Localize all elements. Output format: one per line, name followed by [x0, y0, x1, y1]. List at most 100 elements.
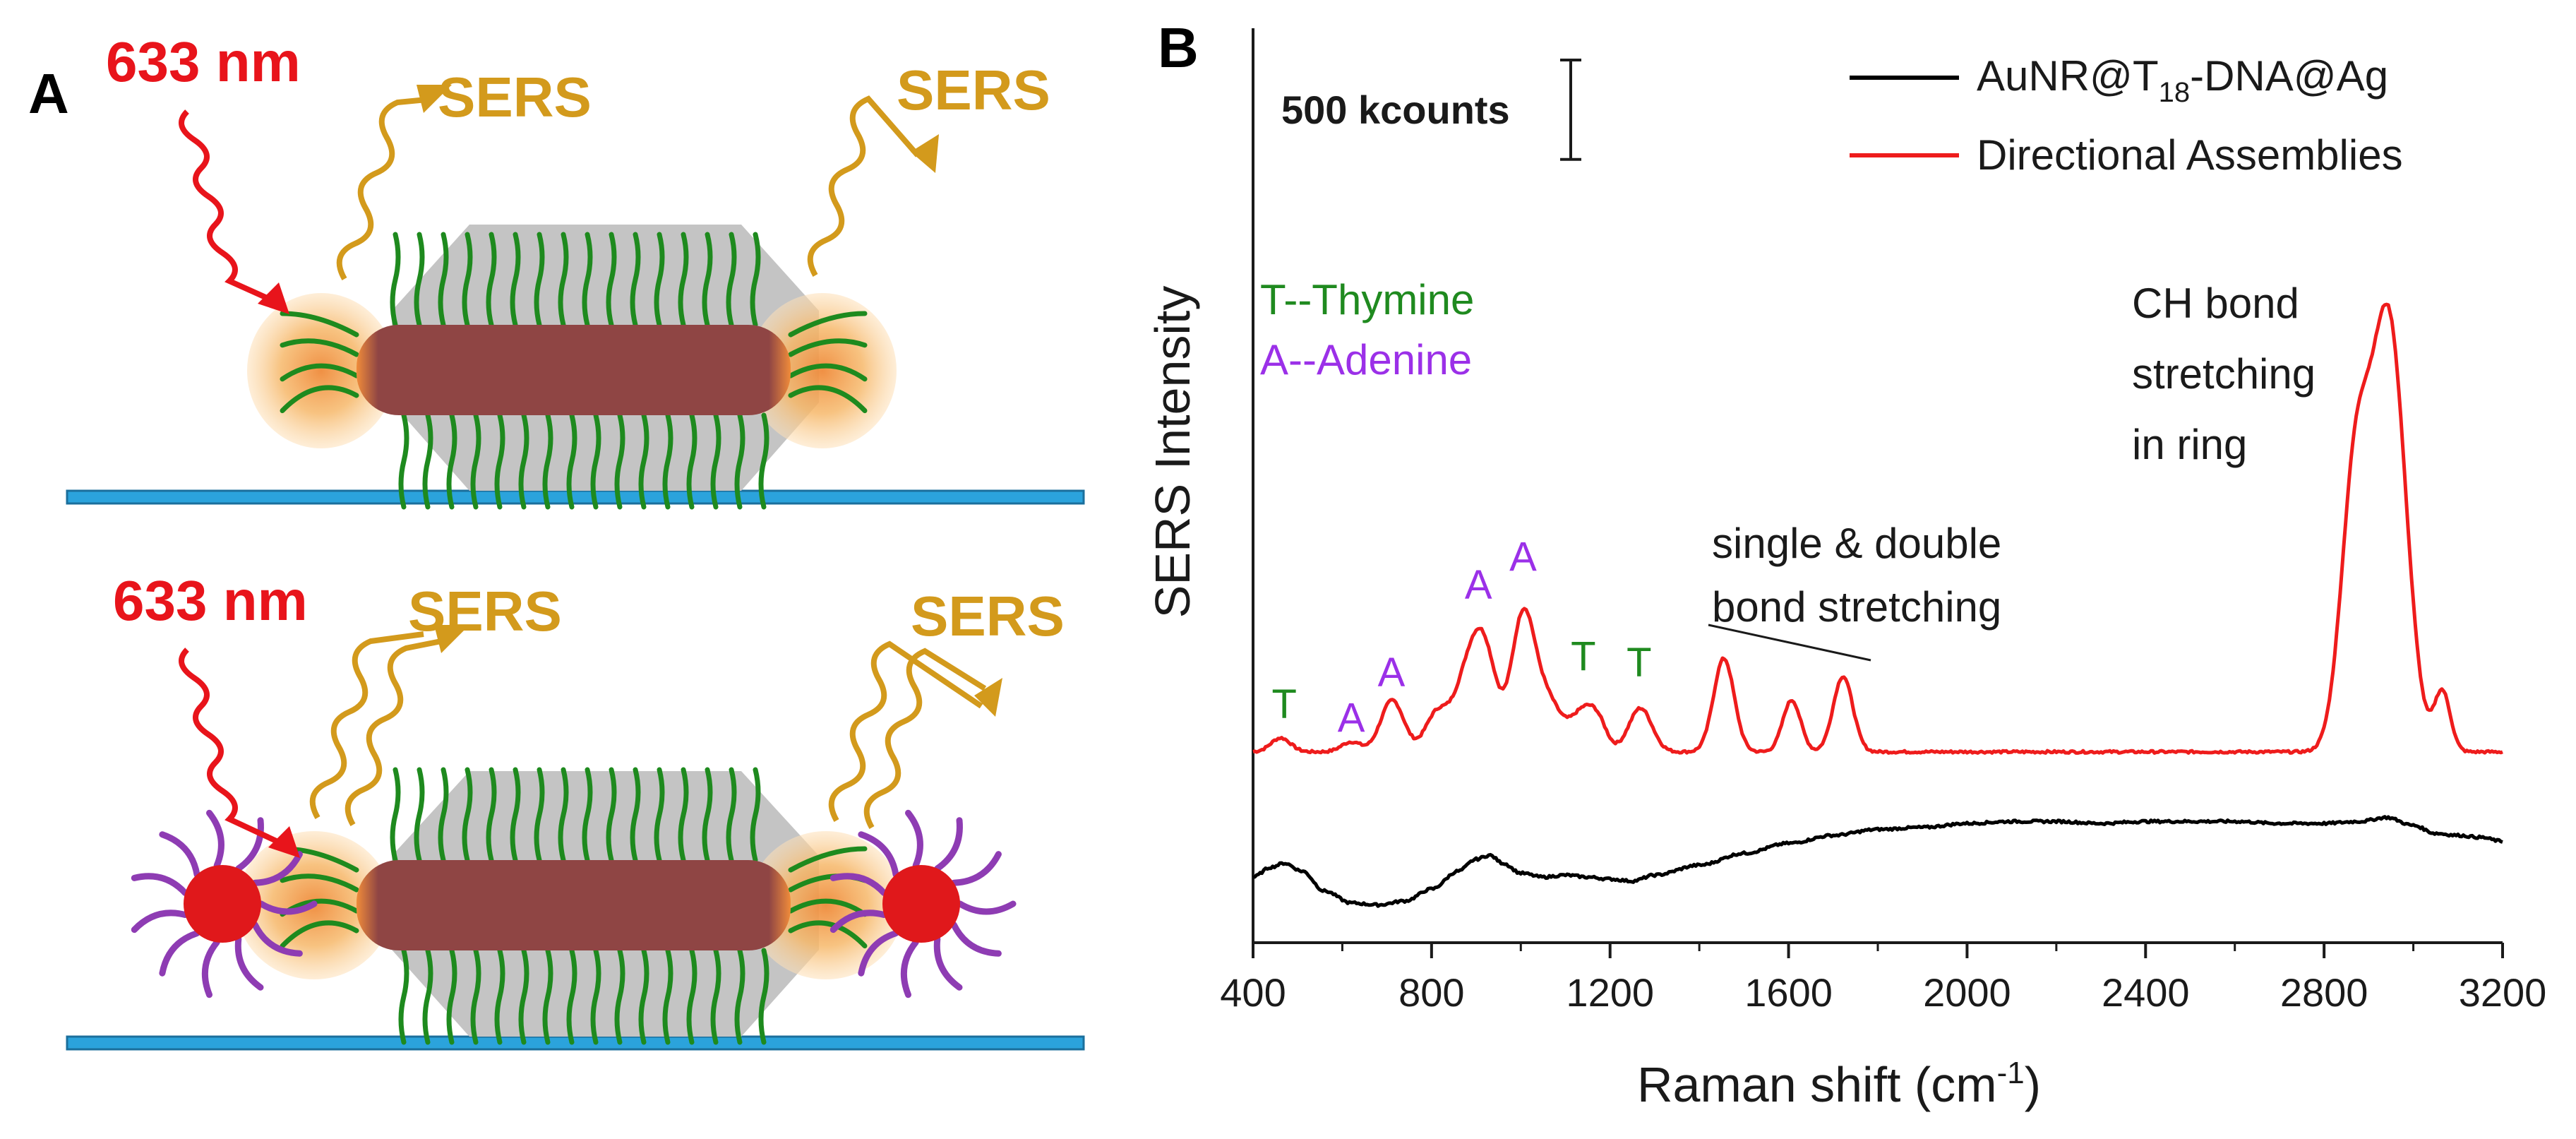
panel-b: B 400 800 1200 1600 2000 2400 2800 3200 Raman s… — [1145, 16, 2546, 1112]
bottom-laser-label: 633 nm — [113, 569, 308, 632]
ligand-strands — [131, 809, 1017, 998]
left-nanoparticle — [184, 865, 261, 943]
dna-strand — [486, 232, 497, 328]
x-axis-title: Raman shift (cm-1) — [1637, 1056, 2041, 1112]
dna-strand — [734, 412, 745, 510]
bottom-laser-arrowhead — [268, 826, 300, 858]
x-tick-label-400: 400 — [1220, 970, 1286, 1015]
bottom-substrate — [66, 1035, 1085, 1051]
bottom-scene: 633 nm SERS SERS — [66, 569, 1085, 1051]
dna-strand — [486, 767, 497, 863]
dna-strand — [280, 873, 359, 893]
legend: AuNR@T18-DNA@Ag Directional Assemblies — [1850, 52, 2403, 179]
ligand-strand — [957, 900, 1017, 915]
ligand-strand — [234, 936, 264, 991]
dna-strand — [534, 767, 545, 863]
ligand-strand — [159, 831, 200, 878]
dna-strand — [710, 412, 721, 510]
bottom-sers-right-label: SERS — [911, 585, 1065, 648]
dna-strand — [398, 412, 409, 510]
peak-label-6: T — [1627, 640, 1651, 686]
x-tick-label-3200: 3200 — [2459, 970, 2547, 1015]
x-tick-label-2800: 2800 — [2280, 970, 2368, 1015]
dna-strand — [566, 412, 577, 510]
panel-a-label: A — [28, 62, 69, 125]
dna-strand — [630, 767, 641, 863]
panel-a: A 633 nm SERS SERS — [28, 30, 1085, 1051]
peak-label-3: A — [1465, 562, 1492, 608]
panel-b-label: B — [1158, 16, 1199, 79]
dna-strand — [558, 767, 569, 863]
legend-label-red: Directional Assemblies — [1977, 131, 2403, 179]
dna-strand — [702, 232, 713, 328]
dna-strand — [686, 948, 697, 1045]
dna-strand — [734, 948, 745, 1045]
ligand-strand — [900, 938, 919, 998]
dna-strand — [534, 232, 545, 328]
bottom-right-hotspot — [748, 831, 904, 979]
peak-label-4: A — [1509, 535, 1537, 580]
bottom-sers-right-wave-2 — [863, 648, 987, 829]
dna-strand — [606, 767, 617, 863]
dna-strand — [494, 412, 505, 510]
dna-strand — [398, 948, 409, 1045]
bottom-sers-left-arrowhead — [434, 625, 469, 653]
series-line-0 — [1252, 302, 2503, 755]
scale-bar-label: 500 kcounts — [1281, 88, 1510, 132]
peak-label-2: A — [1378, 650, 1406, 696]
dna-strand — [446, 948, 457, 1045]
ligand-strand — [131, 873, 188, 896]
ligand-strand — [829, 910, 887, 934]
peak-label-1: A — [1338, 696, 1365, 741]
adenine-key: A--Adenine — [1260, 336, 1472, 383]
dna-strand — [542, 412, 553, 510]
dna-strand — [750, 232, 761, 328]
ligand-strand — [950, 851, 1002, 886]
dna-strand — [710, 948, 721, 1045]
x-tick-label-1200: 1200 — [1566, 970, 1654, 1015]
bottom-sers-left-wave-2 — [345, 636, 453, 826]
top-dna-strands — [280, 232, 868, 510]
dna-strand — [590, 412, 601, 510]
dna-strand — [582, 232, 593, 328]
series-line-1 — [1252, 815, 2503, 908]
ligand-strand — [251, 851, 303, 886]
ch-annotation-line3: in ring — [2132, 421, 2247, 468]
top-sers-left-wave — [336, 96, 435, 280]
dna-strand — [462, 232, 473, 328]
bottom-gold-nanorod — [357, 860, 791, 950]
dna-strand — [662, 948, 673, 1045]
dna-strand — [750, 767, 761, 863]
ligand-strand — [858, 930, 899, 977]
top-sers-left-arrowhead — [417, 85, 452, 113]
dna-strand — [510, 767, 521, 863]
dna-strand — [590, 948, 601, 1045]
dna-strand — [414, 232, 425, 328]
top-laser-arrowhead — [258, 282, 289, 314]
ligand-strand — [829, 873, 887, 896]
top-gold-nanorod — [357, 325, 791, 415]
top-sers-left-label: SERS — [438, 66, 592, 129]
top-sers-right-label: SERS — [897, 59, 1050, 121]
dna-strand — [494, 948, 505, 1045]
dna-strand — [606, 232, 617, 328]
x-tick-label-2400: 2400 — [2102, 970, 2190, 1015]
dna-strand — [678, 232, 689, 328]
dna-strand — [638, 412, 649, 510]
dna-strand — [470, 412, 481, 510]
right-nanoparticle — [882, 865, 960, 943]
dna-strand — [438, 767, 449, 863]
dna-strand — [422, 412, 433, 510]
dna-strand — [280, 385, 359, 414]
top-scene: 633 nm SERS SERS — [66, 30, 1085, 510]
top-laser-label: 633 nm — [106, 30, 301, 93]
dna-strand — [686, 412, 697, 510]
x-tick-label-1600: 1600 — [1744, 970, 1833, 1015]
bond-annotation-pointer — [1708, 624, 1871, 662]
dna-strand — [518, 948, 529, 1045]
dna-strand — [446, 412, 457, 510]
dna-strand — [422, 948, 433, 1045]
thymine-key: T--Thymine — [1260, 276, 1474, 323]
